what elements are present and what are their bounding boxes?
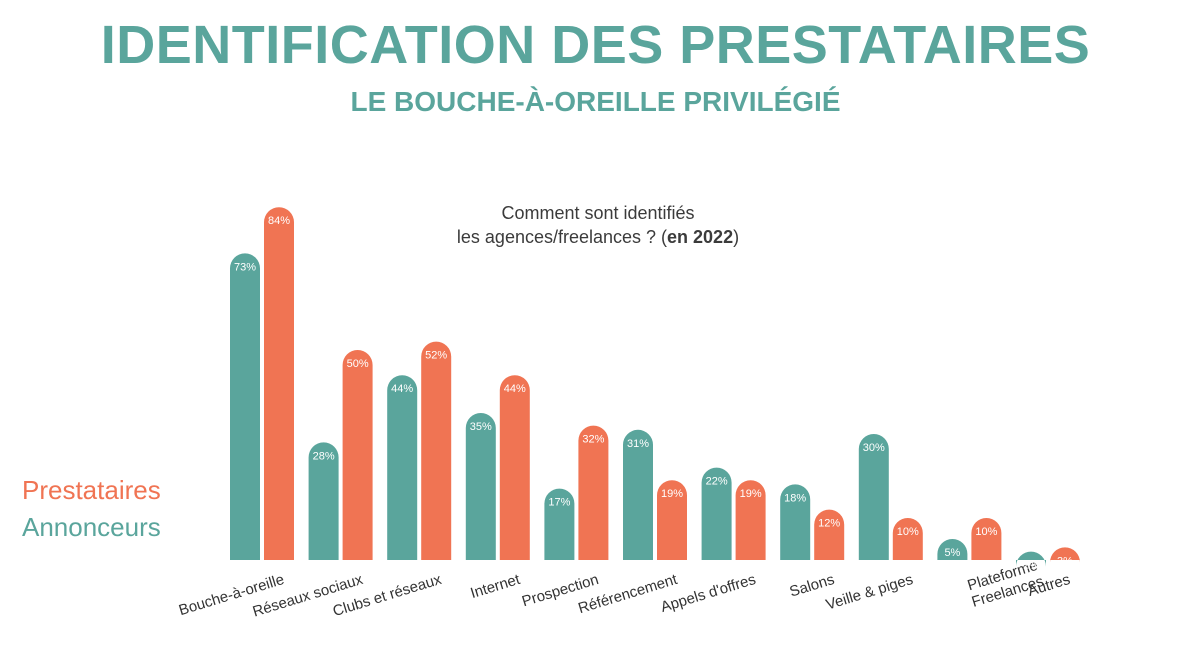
bar-annonceurs-veille-piges [858,434,889,560]
question-year: en 2022 [667,227,734,247]
question-line-2-suffix: ) [733,227,740,247]
category-label-internet: Internet [468,571,522,602]
value-label-prestataires-prospection: 32% [582,434,604,446]
value-label-prestataires-clubs-et-reseaux: 52% [425,350,447,362]
bar-prestataires-autres [1050,547,1080,563]
bar-prestataires-appels-d-offres [735,480,766,560]
value-label-prestataires-autres: 3% [1057,555,1073,567]
bar-annonceurs-referencement [623,429,653,560]
value-label-annonceurs-plateforme-freelances: 5% [944,547,960,559]
value-label-prestataires-salons: 12% [818,518,840,530]
chart-question: Comment sont identifiés les agences/free… [400,201,796,249]
bar-prestataires-reseaux-sociaux [342,350,373,560]
value-label-annonceurs-clubs-et-reseaux: 44% [391,383,413,395]
chart-title: IDENTIFICATION DES PRESTATAIRES [100,15,1091,75]
value-label-annonceurs-referencement: 31% [627,438,649,450]
legend-annonceurs: Annonceurs [22,512,161,542]
bar-annonceurs-plateforme-freelances [937,539,968,560]
value-label-prestataires-bouche-a-oreille: 84% [268,215,290,227]
bar-annonceurs-salons [780,484,811,560]
value-label-prestataires-veille-piges: 10% [897,526,919,538]
bar-prestataires-bouche-a-oreille [264,207,294,560]
value-label-prestataires-appels-d-offres: 19% [740,488,762,500]
bar-annonceurs-bouche-a-oreille [230,253,260,560]
bar-prestataires-plateforme-freelances [971,518,1002,560]
question-line-2: les agences/freelances ? (en 2022) [400,225,796,249]
bar-annonceurs-internet [465,413,496,560]
category-label-line: Veille & piges [824,571,915,614]
value-label-prestataires-plateforme-freelances: 10% [975,526,997,538]
value-label-annonceurs-internet: 35% [470,421,492,433]
value-label-prestataires-reseaux-sociaux: 50% [347,358,369,370]
legend-prestataires: Prestataires [22,475,161,505]
category-label-line: Internet [468,571,522,602]
value-label-annonceurs-salons: 18% [784,492,806,504]
chart-subtitle: LE BOUCHE-À-OREILLE PRIVILÉGIÉ [350,86,841,117]
value-label-prestataires-internet: 44% [504,383,526,395]
bar-prestataires-internet [499,375,530,560]
value-label-annonceurs-autres: 2% [1023,560,1039,572]
question-line-2-prefix: les agences/freelances ? ( [456,227,668,247]
bar-annonceurs-appels-d-offres [701,467,732,560]
bar-prestataires-salons [814,509,845,560]
value-label-annonceurs-reseaux-sociaux: 28% [313,450,335,462]
value-label-annonceurs-bouche-a-oreille: 73% [234,261,256,273]
bar-prestataires-clubs-et-reseaux [421,341,452,560]
value-label-annonceurs-prospection: 17% [548,497,570,509]
bar-prestataires-prospection [578,425,609,560]
bar-annonceurs-autres [1016,551,1046,567]
value-label-prestataires-referencement: 19% [661,488,683,500]
bar-annonceurs-reseaux-sociaux [308,442,339,560]
bar-prestataires-veille-piges [892,518,923,560]
question-line-1: Comment sont identifiés [501,203,695,223]
bar-annonceurs-clubs-et-reseaux [387,375,418,560]
category-label-veille-piges: Veille & piges [824,571,915,614]
bar-prestataires-referencement [657,480,687,560]
value-label-annonceurs-appels-d-offres: 22% [706,476,728,488]
value-label-annonceurs-veille-piges: 30% [863,442,885,454]
bar-annonceurs-prospection [544,488,575,560]
